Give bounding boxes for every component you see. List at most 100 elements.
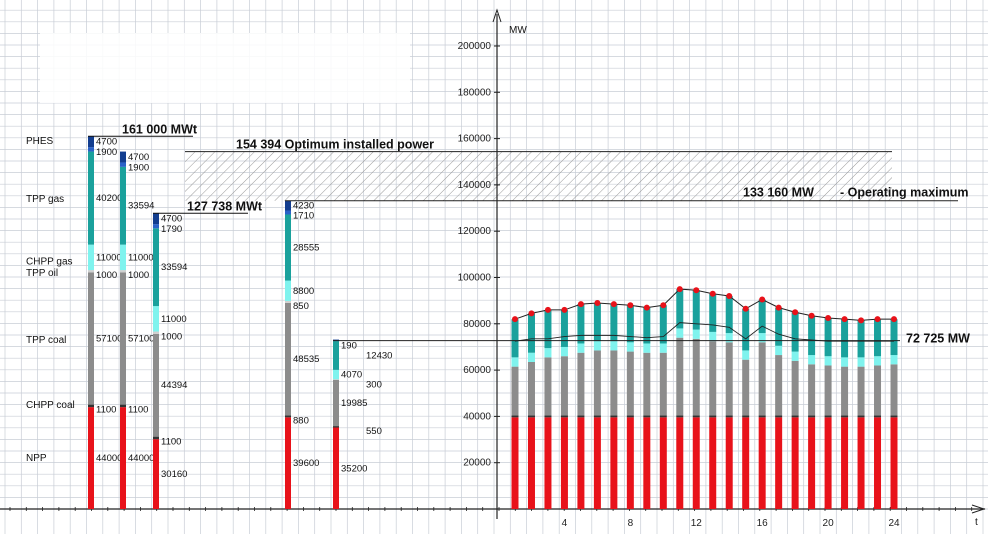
category-label: CHPP coal [26, 400, 75, 411]
hour-gas [890, 319, 898, 356]
capacity-segment [153, 228, 159, 307]
hour-chpp-gas [791, 351, 799, 361]
operating-maximum-value: 133 160 MW [743, 186, 814, 200]
y-tick-label: 80000 [463, 319, 491, 330]
hour-coal [874, 365, 882, 416]
hour-npp [593, 417, 601, 509]
capacity-value-label: 880 [293, 415, 309, 426]
capacity-segment [285, 280, 291, 301]
capacity-value-label: 48535 [293, 354, 319, 365]
capacity-value-label: 30160 [161, 469, 187, 480]
hour-chpp-gas [692, 329, 700, 339]
hour-gas [577, 304, 585, 344]
capacity-segment [285, 417, 291, 509]
load-point [792, 309, 799, 316]
load-point [693, 287, 700, 294]
hour-coal [808, 364, 816, 416]
axes: MW t 20000 40000 60000 80000 100000 120000 14000… [0, 8, 986, 529]
hour-coal [659, 352, 667, 416]
capacity-segment [153, 333, 159, 437]
capacity-segment [88, 244, 94, 271]
hour-coal [824, 365, 832, 416]
load-point [561, 306, 568, 313]
capacity-segment [333, 426, 339, 428]
capacity-value-label: 44000 [128, 453, 154, 464]
capacity-value-label: 19985 [341, 398, 367, 409]
hour-coal [527, 361, 535, 416]
hour-chpp-coal [808, 415, 816, 418]
hour-chpp-gas [560, 346, 568, 357]
hour-npp [527, 417, 535, 509]
load-point [825, 315, 832, 322]
hour-coal [890, 364, 898, 416]
hour-chpp-coal [577, 415, 585, 418]
hour-chpp-coal [791, 415, 799, 418]
capacity-segment [285, 214, 291, 281]
load-point [808, 312, 815, 319]
y-tick-label: 40000 [463, 411, 491, 422]
hour-npp [659, 417, 667, 509]
hour-coal [742, 359, 750, 416]
x-tick-label: 12 [691, 518, 703, 529]
hour-gas [527, 313, 535, 353]
reference-lines: 154 394 Optimum installed power 133 160 M… [185, 138, 970, 346]
hour-gas [808, 315, 816, 356]
hour-chpp-coal [659, 415, 667, 418]
capacity-segment [333, 427, 339, 509]
y-tick-label: 20000 [463, 458, 491, 469]
capacity-segment [88, 404, 94, 408]
hour-chpp-gas [742, 350, 750, 360]
load-point [858, 317, 865, 324]
capacity-value-label: 300 [366, 379, 382, 390]
y-tick-label: 60000 [463, 365, 491, 376]
hour-coal [841, 366, 849, 416]
capacity-value-label: 8800 [293, 286, 314, 297]
hour-gas [758, 299, 766, 334]
hour-npp [626, 417, 634, 509]
blank-panel [40, 33, 410, 103]
hour-coal [857, 366, 865, 416]
capacity-segment [333, 369, 339, 380]
capacity-value-label: 550 [366, 426, 382, 437]
hour-gas [874, 319, 882, 357]
capacity-value-label: 4070 [341, 370, 362, 381]
hour-chpp-gas [643, 343, 651, 353]
capacity-segment [88, 151, 94, 245]
hour-chpp-coal [544, 415, 552, 418]
hour-npp [890, 417, 898, 509]
x-tick-label: 16 [757, 518, 769, 529]
peak-load-label: 72 725 MW [906, 332, 970, 346]
hourly-bars [511, 286, 898, 509]
load-curve-line [514, 288, 894, 321]
capacity-segment [88, 136, 94, 148]
hour-chpp-gas [527, 352, 535, 362]
capacity-value-label: 39600 [293, 458, 319, 469]
capacity-value-label: 12430 [366, 350, 392, 361]
category-label: NPP [26, 453, 47, 464]
y-tick-label: 200000 [458, 41, 492, 52]
capacity-segment [120, 404, 126, 408]
capacity-value-label: 1100 [96, 405, 116, 416]
hour-gas [709, 293, 717, 332]
capacity-value-label: 33594 [161, 262, 187, 273]
hour-npp [692, 417, 700, 509]
load-point [841, 316, 848, 323]
y-tick-label: 100000 [458, 273, 492, 284]
capacity-value-label: 33594 [128, 201, 154, 212]
capacity-segment [153, 306, 159, 332]
hour-chpp-coal [643, 415, 651, 418]
x-tick-label: 20 [823, 518, 835, 529]
capacity-value-label: 4230 [293, 201, 314, 212]
load-point [891, 316, 897, 323]
hour-coal [692, 338, 700, 416]
capacity-segment [88, 272, 94, 405]
capacity-value-label: 44394 [161, 380, 187, 391]
hour-chpp-coal [857, 415, 865, 418]
hour-chpp-coal [725, 415, 733, 418]
hour-chpp-gas [758, 333, 766, 343]
hour-npp [857, 417, 865, 509]
hour-coal [709, 341, 717, 416]
hour-npp [560, 417, 568, 509]
hour-npp [791, 417, 799, 509]
